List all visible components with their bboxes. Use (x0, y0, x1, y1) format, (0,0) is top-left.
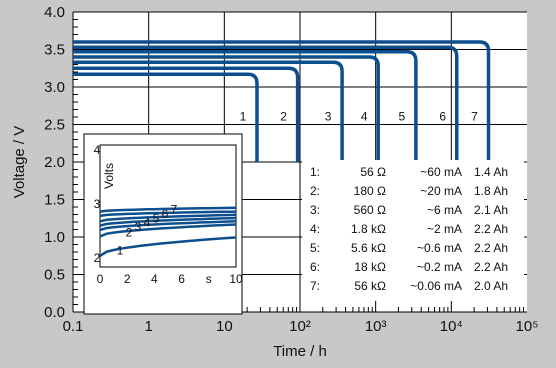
y-tick-label: 0.0 (44, 304, 65, 321)
inset-y-axis-title: Volts (102, 163, 116, 189)
legend-row-number: 4: (310, 222, 320, 236)
legend-row-resistance: 560 Ω (354, 203, 386, 217)
inset-series-2-line (99, 223, 237, 238)
series-7-line (73, 40, 491, 162)
legend-row-number: 5: (310, 241, 320, 255)
y-tick-label: 1.5 (44, 192, 65, 209)
legend-row-capacity: 2.1 Ah (474, 203, 508, 217)
series-5-line (73, 50, 418, 162)
legend-row-capacity: 1.4 Ah (474, 165, 508, 179)
y-tick-label: 3.5 (44, 42, 65, 59)
y-tick-label: 2.0 (44, 154, 65, 171)
inset-series-4-label: 4 (144, 216, 151, 230)
legend-row-current: ~20 mA (420, 184, 462, 198)
series-6-label: 6 (439, 110, 446, 124)
legend-row-number: 3: (310, 203, 320, 217)
inset-x-tick-label: 6 (178, 272, 185, 286)
legend-row-resistance: 1.8 kΩ (351, 222, 386, 236)
legend-row-number: 6: (310, 260, 320, 274)
inset-series-1-line (99, 236, 237, 257)
legend-row-current: ~60 mA (420, 165, 462, 179)
legend-row-current: ~0.6 mA (417, 241, 462, 255)
y-axis-title: Voltage / V (11, 126, 28, 199)
legend-row-number: 7: (310, 279, 320, 293)
inset-x-tick-label: 0 (97, 272, 104, 286)
series-2-label: 2 (280, 110, 287, 124)
legend-row-capacity: 2.2 Ah (474, 241, 508, 255)
inset-series-3-line (99, 220, 237, 232)
legend-row-current: ~2 mA (427, 222, 462, 236)
y-tick-label: 1.0 (44, 229, 65, 246)
legend-row-number: 1: (310, 165, 320, 179)
y-tick-label: 0.5 (44, 267, 65, 284)
series-2-line (73, 66, 300, 162)
series-1-label: 1 (240, 110, 247, 124)
legend-row-number: 2: (310, 184, 320, 198)
legend-row-resistance: 56 kΩ (354, 279, 386, 293)
x-tick-label: 10⁴ (440, 318, 463, 335)
inset-series-5-label: 5 (153, 212, 160, 226)
legend-row-resistance: 180 Ω (354, 184, 386, 198)
series-5-label: 5 (399, 110, 406, 124)
y-tick-label: 3.0 (44, 79, 65, 96)
y-tick-label: 2.5 (44, 117, 65, 134)
inset-x-tick-label: s (206, 272, 212, 286)
legend-row-current: ~0.06 mA (410, 279, 462, 293)
legend-row-capacity: 2.2 Ah (474, 222, 508, 236)
inset-series-4-line (99, 216, 237, 227)
series-3-line (73, 60, 344, 162)
series-4-label: 4 (361, 110, 368, 124)
legend-panel (302, 160, 524, 301)
series-6-line (73, 45, 459, 162)
legend-row-capacity: 2.0 Ah (474, 279, 508, 293)
y-tick-label: 4.0 (44, 4, 65, 21)
x-tick-label: 10 (216, 318, 233, 335)
inset-series-6-label: 6 (162, 207, 169, 221)
inset-series-7-line (99, 206, 237, 213)
inset-series-3-label: 3 (135, 220, 142, 234)
inset-series-5-line (99, 213, 237, 223)
legend-row-resistance: 56 Ω (360, 165, 386, 179)
inset-frame (99, 144, 237, 268)
inset-x-tick-label: 2 (124, 272, 131, 286)
series-7-label: 7 (471, 110, 478, 124)
inset-series-1-label: 1 (117, 243, 124, 257)
legend-row-resistance: 18 kΩ (354, 260, 386, 274)
inset-y-tick-label: 4 (94, 143, 101, 157)
x-tick-label: 1 (144, 318, 152, 335)
series-1-line (73, 72, 259, 162)
series-3-label: 3 (325, 110, 332, 124)
legend-row-capacity: 1.8 Ah (474, 184, 508, 198)
x-tick-label: 0.1 (63, 318, 84, 335)
inset-series-7-label: 7 (171, 203, 178, 217)
inset-x-tick-label: 4 (151, 272, 158, 286)
legend-row-current: ~6 mA (427, 203, 462, 217)
x-tick-label: 10² (289, 318, 311, 335)
legend-row-capacity: 2.2 Ah (474, 260, 508, 274)
legend-row-resistance: 5.6 kΩ (351, 241, 386, 255)
inset-series-2-label: 2 (126, 225, 133, 239)
x-axis-title: Time / h (273, 343, 327, 360)
inset-series-6-line (99, 210, 237, 218)
x-tick-label: 10⁵ (516, 318, 539, 335)
inset-x-tick-label: 10 (229, 272, 243, 286)
x-tick-label: 10³ (365, 318, 387, 335)
legend-row-current: ~0.2 mA (417, 260, 462, 274)
series-4-line (73, 55, 380, 162)
inset-y-tick-label: 2 (94, 251, 101, 265)
inset-y-tick-label: 3 (94, 197, 101, 211)
